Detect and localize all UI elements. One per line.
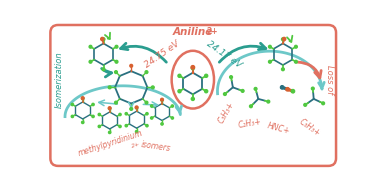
Circle shape bbox=[191, 67, 195, 70]
Circle shape bbox=[205, 90, 208, 93]
Circle shape bbox=[115, 45, 118, 48]
Circle shape bbox=[286, 88, 289, 91]
Circle shape bbox=[178, 74, 181, 77]
Circle shape bbox=[146, 125, 148, 127]
Text: C₃H₃+: C₃H₃+ bbox=[298, 118, 322, 139]
Text: 2+: 2+ bbox=[207, 27, 218, 36]
Circle shape bbox=[268, 45, 271, 48]
Circle shape bbox=[109, 107, 111, 110]
Circle shape bbox=[125, 125, 127, 127]
Circle shape bbox=[81, 121, 84, 124]
Circle shape bbox=[171, 105, 173, 107]
Circle shape bbox=[109, 131, 111, 134]
Circle shape bbox=[135, 106, 138, 109]
Text: 2+: 2+ bbox=[130, 141, 141, 149]
Circle shape bbox=[280, 86, 284, 89]
Circle shape bbox=[115, 101, 117, 104]
Circle shape bbox=[152, 86, 154, 89]
Circle shape bbox=[282, 68, 284, 71]
Circle shape bbox=[71, 103, 74, 106]
Circle shape bbox=[161, 98, 163, 101]
Circle shape bbox=[241, 90, 244, 92]
Text: isomers: isomers bbox=[141, 140, 172, 153]
Circle shape bbox=[282, 37, 286, 41]
Text: 24.17 eV: 24.17 eV bbox=[204, 39, 243, 70]
Circle shape bbox=[98, 113, 101, 116]
Circle shape bbox=[250, 105, 252, 108]
Text: 24.75 eV: 24.75 eV bbox=[143, 39, 181, 70]
Circle shape bbox=[89, 45, 92, 48]
Text: C₃H₃+: C₃H₃+ bbox=[217, 100, 236, 125]
Circle shape bbox=[150, 105, 153, 107]
Circle shape bbox=[102, 68, 105, 71]
Circle shape bbox=[191, 66, 195, 69]
Circle shape bbox=[178, 90, 181, 93]
Circle shape bbox=[268, 60, 271, 63]
Circle shape bbox=[108, 107, 111, 110]
FancyArrowPatch shape bbox=[102, 69, 112, 77]
Circle shape bbox=[191, 97, 195, 100]
Circle shape bbox=[145, 101, 148, 104]
Circle shape bbox=[254, 88, 257, 90]
Circle shape bbox=[267, 100, 270, 103]
Circle shape bbox=[125, 113, 127, 115]
FancyArrowPatch shape bbox=[219, 43, 266, 62]
Circle shape bbox=[135, 107, 138, 109]
Circle shape bbox=[311, 87, 314, 90]
Circle shape bbox=[150, 117, 153, 119]
Circle shape bbox=[145, 71, 148, 74]
Circle shape bbox=[304, 104, 307, 106]
Circle shape bbox=[101, 37, 104, 41]
Text: Loss of: Loss of bbox=[325, 65, 334, 94]
Circle shape bbox=[108, 86, 111, 89]
Circle shape bbox=[322, 102, 325, 105]
Circle shape bbox=[115, 71, 117, 74]
Circle shape bbox=[282, 38, 284, 41]
Circle shape bbox=[146, 113, 148, 115]
FancyArrowPatch shape bbox=[297, 62, 321, 78]
Text: Isomerization: Isomerization bbox=[54, 51, 63, 108]
Text: HNC+: HNC+ bbox=[267, 121, 291, 136]
Circle shape bbox=[135, 130, 138, 133]
Circle shape bbox=[81, 97, 84, 100]
Circle shape bbox=[161, 99, 163, 101]
Circle shape bbox=[294, 60, 297, 63]
FancyBboxPatch shape bbox=[51, 25, 336, 166]
Circle shape bbox=[171, 117, 173, 119]
Text: methylpyridinium: methylpyridinium bbox=[77, 129, 144, 158]
Circle shape bbox=[291, 90, 294, 93]
Circle shape bbox=[102, 38, 105, 41]
Circle shape bbox=[230, 76, 233, 78]
Text: Aniline: Aniline bbox=[173, 27, 213, 37]
Circle shape bbox=[92, 115, 94, 118]
Text: C₂H₃+: C₂H₃+ bbox=[238, 117, 262, 130]
Circle shape bbox=[161, 123, 163, 125]
Circle shape bbox=[81, 97, 84, 100]
Circle shape bbox=[119, 113, 121, 116]
Circle shape bbox=[224, 93, 226, 95]
FancyArrowPatch shape bbox=[121, 43, 166, 62]
Circle shape bbox=[89, 60, 92, 63]
Circle shape bbox=[130, 108, 133, 110]
Circle shape bbox=[71, 115, 74, 118]
Circle shape bbox=[294, 45, 297, 48]
Circle shape bbox=[115, 60, 118, 63]
Circle shape bbox=[119, 125, 121, 128]
Circle shape bbox=[205, 74, 208, 77]
Circle shape bbox=[92, 103, 94, 106]
Circle shape bbox=[98, 125, 101, 128]
Circle shape bbox=[130, 64, 133, 67]
